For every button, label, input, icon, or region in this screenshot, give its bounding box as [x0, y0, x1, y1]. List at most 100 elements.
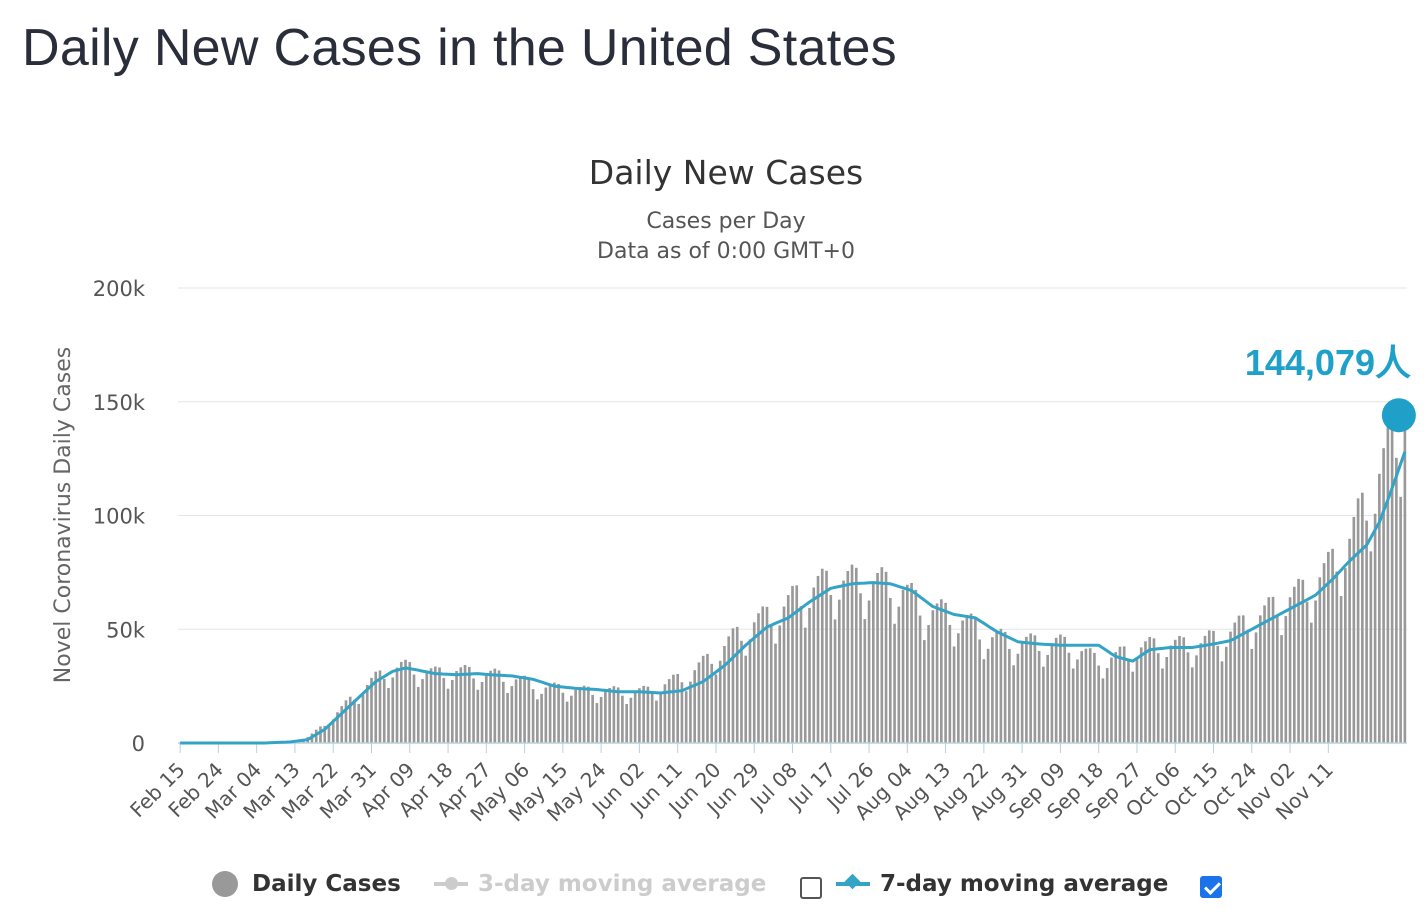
daily-case-bar: [472, 678, 475, 743]
daily-case-bar: [493, 668, 497, 743]
daily-case-bar: [880, 567, 884, 743]
seven-day-average-checkbox[interactable]: [1200, 876, 1222, 898]
daily-case-bar: [778, 625, 782, 743]
daily-case-bar: [961, 620, 964, 743]
daily-case-bar: [484, 674, 488, 743]
daily-case-bar: [1050, 643, 1054, 743]
daily-case-bar: [710, 663, 714, 743]
daily-case-bar: [837, 599, 841, 743]
daily-case-bar: [1305, 601, 1309, 743]
seven-day-average-legend-icon: [836, 873, 870, 890]
daily-case-bar: [344, 700, 348, 743]
daily-case-bar: [353, 699, 356, 743]
daily-case-bar: [629, 697, 633, 743]
daily-case-bar: [446, 688, 450, 743]
daily-case-bar: [663, 684, 667, 743]
daily-case-bar: [1327, 551, 1330, 743]
daily-case-bar: [906, 584, 909, 743]
daily-case-bar: [765, 606, 769, 743]
daily-case-bar: [1037, 651, 1041, 743]
daily-case-bar: [638, 688, 641, 743]
daily-case-bar: [914, 589, 918, 743]
daily-case-bar: [1284, 616, 1288, 743]
daily-case-bar: [314, 729, 318, 743]
daily-case-bar: [1365, 520, 1368, 743]
daily-case-bar: [1224, 646, 1228, 743]
daily-case-bar: [1190, 667, 1194, 743]
daily-case-bar: [574, 689, 577, 743]
daily-case-bar: [1169, 645, 1173, 743]
daily-case-bar: [1003, 631, 1007, 743]
y-tick-label: 100k: [93, 505, 146, 529]
daily-case-bar: [1122, 646, 1126, 743]
daily-case-bar: [859, 593, 862, 743]
daily-case-bar: [612, 686, 616, 743]
daily-case-bar: [1395, 457, 1398, 743]
daily-case-bar: [808, 607, 811, 743]
legend-daily-cases[interactable]: Daily Cases: [212, 866, 401, 902]
daily-case-bar: [1250, 648, 1254, 743]
daily-case-bar: [701, 655, 705, 743]
legend-7-day-average[interactable]: 7-day moving average: [836, 866, 1168, 902]
daily-case-bar: [944, 602, 947, 743]
daily-case-bar: [1322, 563, 1326, 743]
daily-case-bar: [1076, 659, 1079, 743]
daily-case-bar: [706, 653, 709, 743]
daily-case-bar: [1139, 647, 1143, 743]
daily-case-bar: [735, 626, 739, 743]
daily-case-bar: [1318, 577, 1322, 743]
daily-case-bar: [655, 700, 658, 743]
daily-case-bar: [1212, 630, 1215, 743]
daily-case-bar: [1008, 648, 1011, 743]
daily-case-bar: [1042, 666, 1045, 743]
daily-case-bar: [604, 690, 607, 743]
daily-case-bar: [531, 689, 535, 743]
legend-3-day-average[interactable]: 3-day moving average: [434, 866, 766, 902]
daily-case-bar: [595, 703, 599, 743]
daily-case-bar: [608, 687, 611, 743]
daily-case-bar: [1369, 551, 1373, 743]
daily-case-bar: [948, 624, 952, 743]
daily-case-bar: [854, 567, 858, 743]
page-title: Daily New Cases in the United States: [22, 19, 897, 77]
daily-case-bar: [412, 674, 416, 743]
daily-case-bar: [1356, 498, 1360, 743]
latest-value-marker[interactable]: [1381, 398, 1416, 433]
three-day-average-checkbox[interactable]: [800, 877, 822, 899]
daily-case-bar: [421, 679, 424, 743]
daily-case-bar: [1254, 632, 1258, 743]
daily-case-bar: [519, 676, 522, 743]
daily-case-bar: [540, 693, 543, 743]
chart-title: Daily New Cases: [589, 153, 863, 192]
chart-subtitle-line-2: Data as of 0:00 GMT+0: [597, 239, 855, 264]
daily-case-bar: [361, 694, 365, 743]
daily-case-bar: [1152, 638, 1156, 743]
daily-case-bar: [404, 659, 407, 743]
daily-case-bar: [672, 674, 675, 743]
daily-case-bar: [331, 719, 335, 743]
daily-case-bar: [553, 682, 556, 743]
daily-case-bar: [999, 628, 1003, 743]
daily-case-bar: [1156, 653, 1160, 743]
y-tick-label: 50k: [106, 618, 146, 642]
daily-case-bar: [1020, 642, 1024, 743]
daily-case-bar: [374, 671, 378, 743]
daily-case-bar: [1110, 657, 1113, 743]
daily-case-bar: [1059, 634, 1062, 743]
daily-case-bar: [812, 587, 816, 743]
daily-case-bar: [846, 571, 850, 743]
daily-case-bar: [1344, 568, 1347, 743]
daily-case-bar: [1403, 415, 1407, 743]
daily-case-bar: [689, 681, 692, 743]
daily-case-bar: [642, 685, 645, 743]
daily-case-bar: [795, 585, 799, 743]
daily-case-bar: [370, 677, 373, 743]
daily-case-bar: [621, 695, 624, 743]
daily-case-bar: [1093, 652, 1096, 743]
daily-case-bar: [1182, 637, 1186, 743]
daily-case-bar: [1331, 548, 1334, 743]
y-tick-label: 150k: [93, 391, 146, 415]
daily-case-bar: [514, 679, 518, 743]
daily-case-bar: [940, 599, 943, 743]
